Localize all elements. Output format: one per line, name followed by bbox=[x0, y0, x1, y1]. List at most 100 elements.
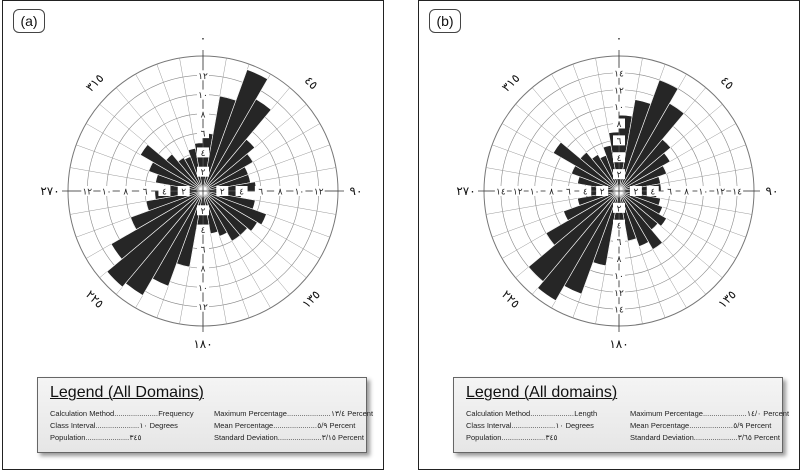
legend-key: Standard Deviation bbox=[214, 433, 278, 442]
tick-label: ١٠ bbox=[699, 188, 709, 198]
leader-dots: .............................. bbox=[95, 421, 140, 430]
tick-label-bg bbox=[646, 186, 659, 196]
rose-wedge bbox=[577, 190, 620, 206]
tick-label-bg bbox=[158, 186, 171, 196]
direction-label: ٣١٥ bbox=[83, 71, 107, 95]
direction-label: ٢٧٠ bbox=[40, 184, 59, 198]
panel-a: (a) ٢ ٢ ٢ ٢ ٤ ٤ ٤ ٤ ٦ ٦ ٦ ٦ ٨ ٨ ٨ ٨ ١٠ ١٠ ١٠ ١٠ ١٢ ١٢ ١٢ ١٢ ٠ ٤٥ ٩… bbox=[2, 0, 384, 470]
leader-dots: .............................. bbox=[85, 433, 130, 442]
tick-label: ١٢ bbox=[614, 86, 624, 96]
legend-key: Population bbox=[50, 433, 86, 442]
tick-label-bg bbox=[579, 186, 592, 196]
tick-label-bg bbox=[216, 186, 229, 196]
direction-label: ٩٠ bbox=[350, 184, 363, 198]
tick-label: ٤ bbox=[201, 226, 206, 236]
tick-label-bg bbox=[528, 186, 541, 196]
tick-label: ٤ bbox=[650, 188, 655, 198]
tick-label-bg bbox=[100, 186, 113, 196]
tick-label-bg bbox=[235, 186, 248, 196]
direction-label: ٠ bbox=[200, 31, 206, 45]
legend-row: Mean Percentage ........................… bbox=[630, 421, 771, 430]
legend-value: ٥/٩ Percent bbox=[733, 421, 772, 430]
legend-value: ٣/١٥ Percent bbox=[321, 433, 364, 442]
tick-label-bg bbox=[197, 108, 209, 119]
tick-label-bg bbox=[81, 186, 94, 196]
rose-wedge bbox=[202, 138, 256, 192]
rose-wedge bbox=[165, 153, 204, 192]
tick-label: ١٢ bbox=[513, 188, 523, 198]
legend-row: Calculation Method .....................… bbox=[50, 409, 194, 418]
tick-label-bg bbox=[494, 186, 507, 196]
tick-label-bg bbox=[613, 270, 625, 281]
direction-label: ٢٢٥ bbox=[499, 287, 523, 311]
legend-key: Population bbox=[466, 433, 502, 442]
legend-value: ١٠ Degrees bbox=[555, 421, 594, 430]
rose-wedge bbox=[202, 190, 267, 226]
leader-dots: .............................. bbox=[702, 409, 747, 418]
legend-title: Legend (All domains) bbox=[466, 384, 618, 401]
legend-box: Legend (All domains) Calculation Method … bbox=[453, 377, 789, 453]
tick-label-bg bbox=[139, 186, 152, 196]
tick-label: ١٠ bbox=[295, 188, 305, 198]
tick-label: ١٠ bbox=[198, 284, 208, 294]
tick-label: ١٢ bbox=[314, 188, 324, 198]
tick-label-bg bbox=[613, 152, 625, 163]
tick-label: ٤ bbox=[201, 149, 206, 159]
legend-row: Calculation Method .....................… bbox=[466, 409, 597, 418]
tick-label: ٤ bbox=[617, 154, 622, 164]
direction-label: ١٨٠ bbox=[193, 337, 212, 351]
tick-label-bg bbox=[293, 186, 306, 196]
rose-wedge bbox=[618, 152, 671, 192]
tick-label: ٦ bbox=[201, 245, 206, 255]
legend-key: Calculation Method bbox=[50, 409, 115, 418]
legend-value: Frequency bbox=[158, 409, 194, 418]
tick-label: ٤ bbox=[162, 188, 167, 198]
rose-wedge bbox=[202, 190, 228, 237]
tick-label-bg bbox=[197, 205, 209, 216]
legend-key: Maximum Percentage bbox=[214, 409, 287, 418]
rose-wedge bbox=[618, 190, 667, 227]
tick-label-bg bbox=[197, 224, 209, 235]
tick-label-bg bbox=[254, 186, 267, 196]
rose-wedge bbox=[552, 141, 620, 192]
tick-label-bg bbox=[613, 67, 625, 78]
direction-label: ٩٠ bbox=[766, 184, 779, 198]
legend-key: Standard Deviation bbox=[630, 433, 694, 442]
rose-wedge bbox=[618, 165, 667, 192]
tick-label-bg bbox=[714, 186, 727, 196]
rose-wedge bbox=[130, 190, 204, 230]
tick-label-bg bbox=[629, 186, 642, 196]
tick-label: ٨ bbox=[617, 255, 622, 265]
tick-label-bg bbox=[663, 186, 676, 196]
tick-label-bg bbox=[197, 128, 209, 139]
rose-wedge bbox=[618, 190, 663, 250]
tick-label: ٤ bbox=[583, 188, 588, 198]
rose-wedge bbox=[618, 190, 649, 247]
rose-wedge bbox=[563, 190, 620, 221]
rose-wedge bbox=[202, 153, 254, 192]
tick-label-bg bbox=[545, 186, 558, 196]
tick-label-bg bbox=[613, 101, 625, 112]
tick-label: ٨ bbox=[278, 188, 283, 198]
leader-dots: .............................. bbox=[689, 421, 733, 430]
panel-b: (b) ٢ ٢ ٢ ٢ ٤ ٤ ٤ ٤ ٦ ٦ ٦ ٦ ٨ ٨ ٨ ٨ ١٠ ١٠ ١٠ ١٠ ١٢ ١٢ ١٢ ١٢ ١٤ ١٤… bbox=[418, 0, 800, 470]
legend-row: Class Interval .........................… bbox=[50, 421, 178, 430]
tick-label-bg bbox=[613, 202, 625, 213]
leader-dots: .............................. bbox=[530, 409, 574, 418]
direction-label: ٣١٥ bbox=[499, 71, 523, 95]
tick-label-bg bbox=[562, 186, 575, 196]
tick-label-bg bbox=[511, 186, 524, 196]
tick-label: ٨ bbox=[684, 188, 689, 198]
tick-label: ١٤ bbox=[732, 188, 742, 198]
tick-label-bg bbox=[613, 219, 625, 230]
legend-row: Standard Deviation .....................… bbox=[214, 433, 364, 442]
tick-label: ١٠ bbox=[102, 188, 112, 198]
tick-label-bg bbox=[680, 186, 693, 196]
tick-label-bg bbox=[197, 301, 209, 312]
tick-label-bg bbox=[177, 186, 190, 196]
tick-label-bg bbox=[613, 84, 625, 95]
legend-row: Maximum Percentage .....................… bbox=[214, 409, 373, 418]
tick-label-bg bbox=[197, 282, 209, 293]
legend-row: Maximum Percentage .....................… bbox=[630, 409, 789, 418]
tick-label: ٢ bbox=[617, 171, 622, 181]
